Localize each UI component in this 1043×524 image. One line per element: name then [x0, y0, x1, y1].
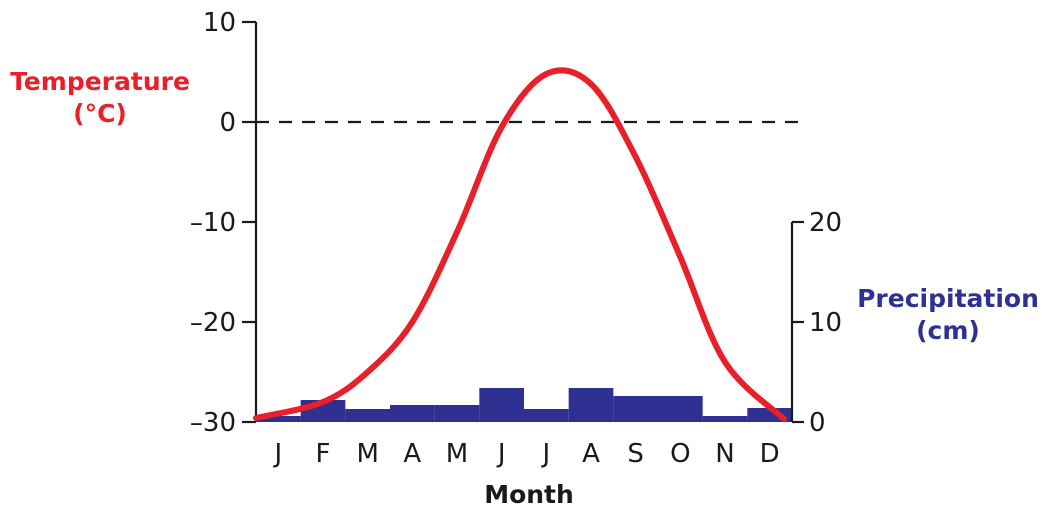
precipitation-tick-label: 0	[809, 408, 826, 438]
precipitation-bar-4	[390, 405, 435, 422]
precipitation-bar-11	[702, 416, 748, 422]
month-label: J	[496, 439, 506, 469]
precipitation-bar-7	[524, 409, 569, 422]
temperature-tick-label: –30	[190, 408, 236, 438]
precipitation-bars	[256, 388, 792, 422]
precipitation-tick-label: 10	[809, 308, 842, 338]
month-label: O	[670, 439, 690, 469]
month-label: S	[627, 439, 644, 469]
month-label: A	[403, 439, 421, 469]
month-label: M	[356, 439, 378, 469]
month-label: F	[316, 439, 331, 469]
temperature-tick-label: 10	[203, 8, 236, 38]
temperature-tick-label: 0	[219, 108, 236, 138]
precipitation-bar-6	[479, 388, 524, 422]
temperature-series-line	[253, 67, 787, 422]
temperature-axis-title-line2: (°C)	[73, 99, 127, 128]
temperature-tick-label: –20	[190, 308, 236, 338]
precipitation-bar-8	[568, 388, 614, 422]
precipitation-bar-5	[434, 405, 480, 422]
precipitation-axis-title-line1: Precipitation	[857, 284, 1039, 313]
precipitation-bar-10	[658, 396, 703, 422]
month-label: A	[582, 439, 600, 469]
precipitation-bar-9	[613, 396, 658, 422]
precipitation-tick-label: 20	[809, 208, 842, 238]
month-label: N	[715, 439, 734, 469]
x-axis-title: Month	[484, 480, 574, 509]
month-label: M	[446, 439, 468, 469]
temperature-tick-label: –10	[190, 208, 236, 238]
precipitation-axis-title-line2: (cm)	[916, 316, 980, 345]
temperature-axis-ticks: 10 0 –10 –20 –30	[190, 8, 256, 438]
month-label: J	[540, 439, 550, 469]
precipitation-axis-ticks: 20 10 0	[792, 208, 842, 438]
temperature-axis-title-line1: Temperature	[10, 67, 190, 96]
month-label: D	[760, 439, 780, 469]
precipitation-bar-3	[345, 409, 390, 422]
month-label: J	[272, 439, 282, 469]
precipitation-bar-1	[256, 416, 301, 422]
